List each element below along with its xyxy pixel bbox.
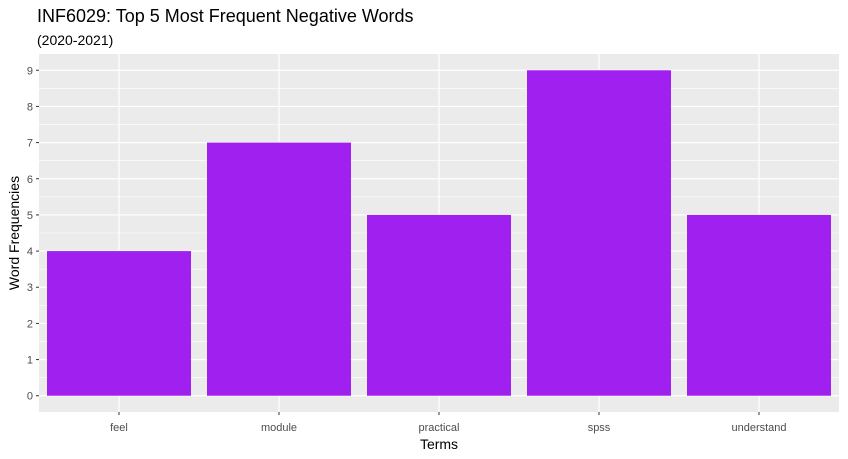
x-tick-label: spss	[588, 422, 611, 434]
bar-understand	[687, 214, 831, 396]
chart-title: INF6029: Top 5 Most Frequent Negative Wo…	[37, 6, 414, 26]
bar-practical	[367, 214, 511, 396]
y-tick-label: 7	[27, 138, 33, 150]
y-tick-label: 1	[27, 355, 33, 367]
x-axis-title: Terms	[420, 436, 458, 452]
y-tick-label: 9	[27, 65, 33, 77]
bars	[47, 70, 831, 396]
bar-spss	[527, 70, 671, 396]
y-tick-label: 2	[27, 318, 33, 330]
x-tick-label: understand	[731, 422, 786, 434]
chart-subtitle: (2020-2021)	[37, 32, 113, 48]
bar-module	[207, 142, 351, 396]
x-axis: feel module practical spss understand	[110, 412, 787, 434]
x-tick-label: feel	[110, 422, 128, 434]
y-tick-label: 4	[27, 246, 33, 258]
y-tick-label: 0	[27, 391, 33, 403]
x-tick-label: practical	[419, 422, 460, 434]
y-axis: 0 1 2 3 4 5 6 7 8 9	[27, 65, 39, 403]
y-axis-title: Word Frequencies	[6, 176, 22, 290]
y-tick-label: 8	[27, 101, 33, 113]
bar-feel	[47, 251, 191, 396]
y-tick-label: 5	[27, 210, 33, 222]
y-tick-label: 6	[27, 174, 33, 186]
y-tick-label: 3	[27, 282, 33, 294]
x-tick-label: module	[261, 422, 297, 434]
